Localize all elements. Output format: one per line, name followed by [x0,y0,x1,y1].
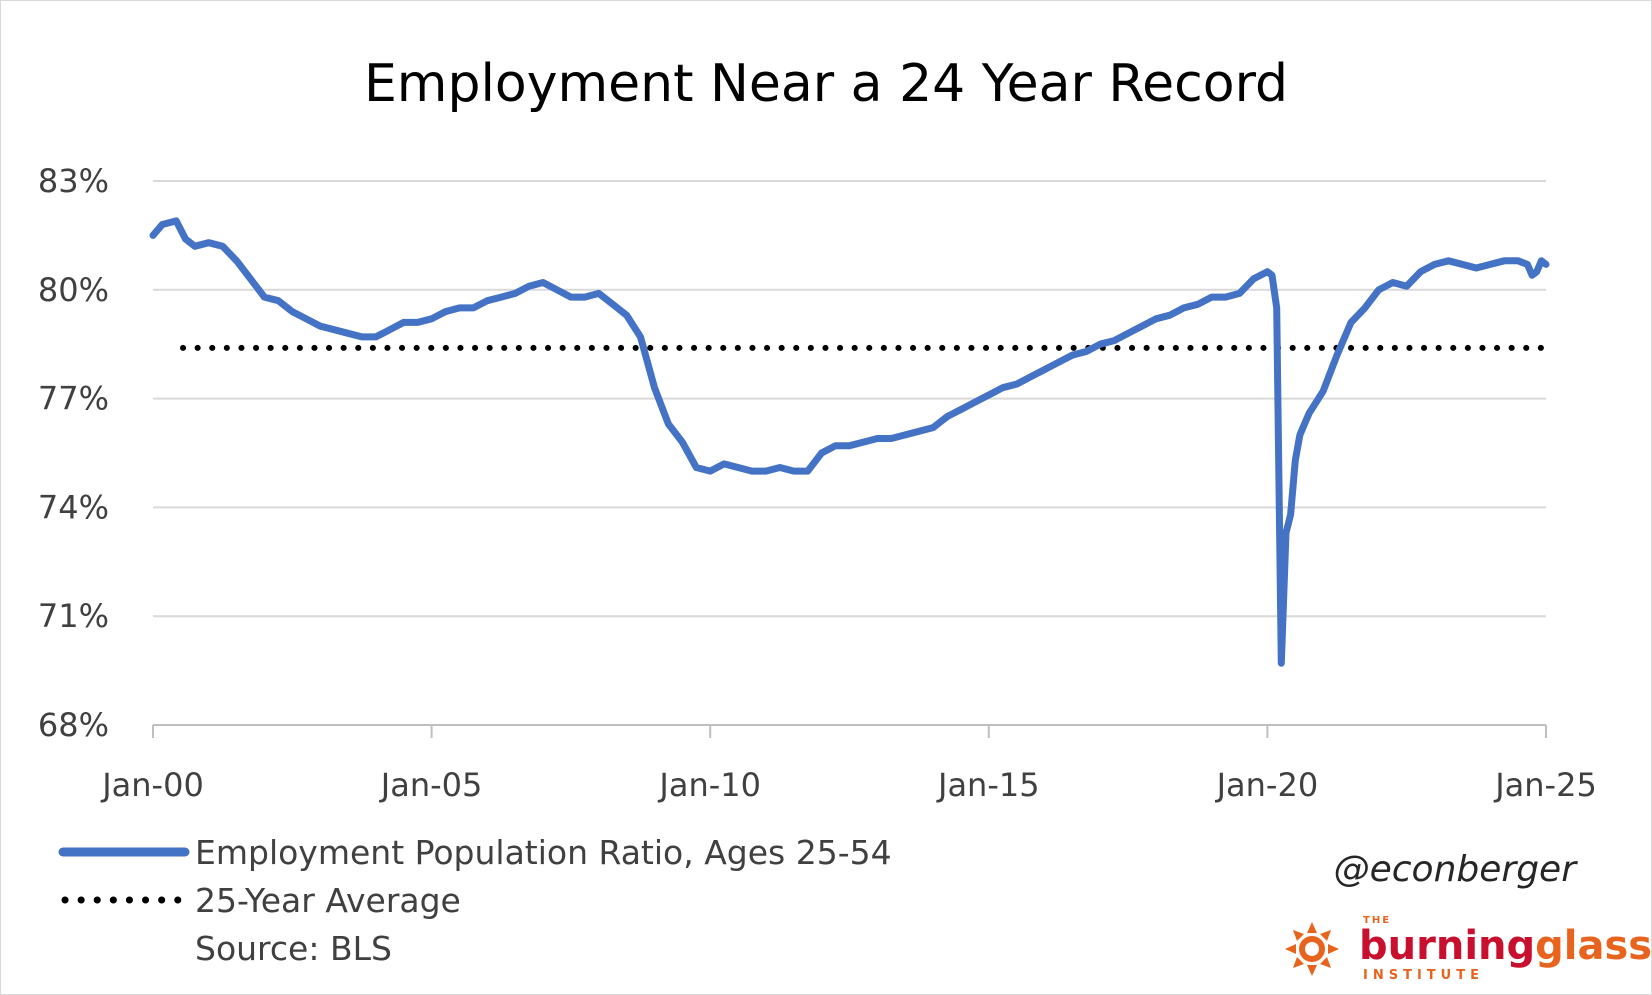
series-group [149,217,1550,667]
legend-label-average: 25-Year Average [195,881,461,920]
x-tick-label: Jan-20 [1215,766,1319,804]
x-tick-label: Jan-25 [1493,766,1597,804]
logo-wordmark: burningglass [1359,923,1651,969]
y-tick-label: 83% [38,162,109,200]
gridlines [153,180,1546,618]
x-tick-label: Jan-15 [936,766,1040,804]
y-tick-label: 74% [38,488,109,526]
y-tick-label: 71% [38,597,109,635]
sunburst-logo-icon [1285,922,1339,976]
series-line-employment-ratio [149,217,1550,667]
x-tick-label: Jan-05 [379,766,483,804]
y-tick-label: 68% [38,706,109,744]
x-tick-label: Jan-00 [100,766,204,804]
burning-glass-logo: THE burningglass INSTITUTE [1285,915,1651,983]
chart-title: Employment Near a 24 Year Record [364,54,1288,114]
logo-text-the: THE [1363,915,1391,926]
legend-label-employment: Employment Population Ratio, Ages 25-54 [195,833,892,872]
legend: Employment Population Ratio, Ages 25-54 … [58,833,892,968]
logo-text-institute: INSTITUTE [1363,968,1484,983]
y-tick-label: 80% [38,271,109,309]
x-tick-label: Jan-10 [657,766,761,804]
author-handle: @econberger [1334,849,1579,890]
y-tick-label: 77% [38,380,109,418]
source-note: Source: BLS [195,929,392,968]
x-axis: Jan-00 Jan-05 Jan-10 Jan-15 Jan-20 Jan-25 [100,724,1597,804]
y-axis-ticks: 83% 80% 77% 74% 71% 68% [38,162,109,744]
